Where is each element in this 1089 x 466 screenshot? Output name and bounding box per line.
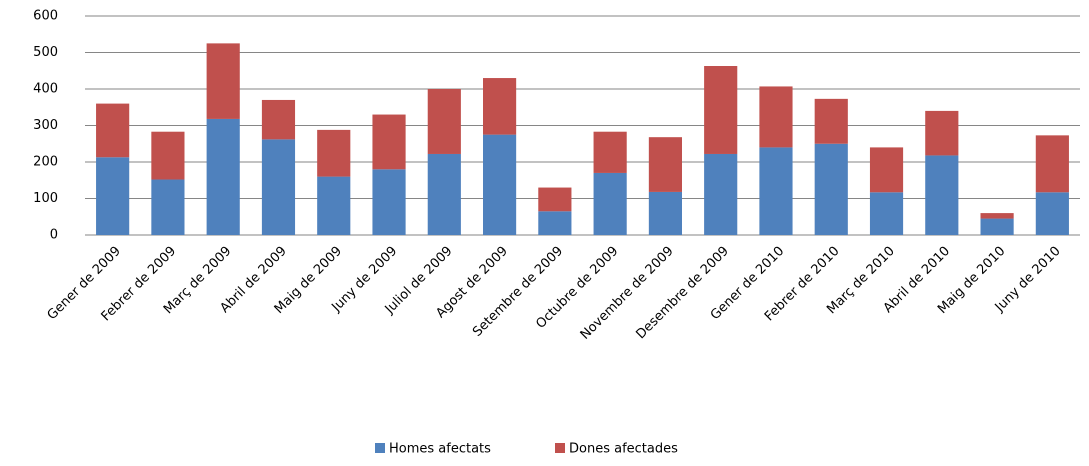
x-tick-label: Novembre de 2009	[578, 244, 677, 343]
bar-segment	[1035, 192, 1069, 235]
bar-segment	[206, 43, 240, 119]
bar-segment	[261, 139, 296, 235]
bar-segment	[648, 137, 682, 192]
bar-segment	[593, 172, 627, 235]
bar-segment	[151, 131, 185, 180]
y-tick-label: 300	[33, 118, 58, 133]
bar-segment	[648, 191, 682, 235]
bar-segment	[372, 114, 406, 170]
bar-segment	[483, 78, 517, 135]
bar-segment	[704, 66, 738, 154]
bar-segment	[206, 118, 240, 235]
y-tick-label: 400	[33, 82, 58, 97]
y-tick-label: 200	[33, 155, 58, 170]
bar-segment	[1035, 135, 1069, 193]
bar-segment	[593, 131, 627, 173]
bar-segment	[925, 110, 959, 156]
x-tick-label: Desembre de 2009	[633, 244, 732, 343]
bar-segment	[96, 103, 130, 158]
bar-segment	[538, 187, 572, 212]
bar-segment	[317, 176, 351, 235]
bar-segment	[538, 211, 572, 235]
legend-label: Homes afectats	[389, 442, 491, 457]
legend-label: Dones afectades	[569, 442, 678, 457]
x-tick-label: Setembre de 2009	[470, 244, 566, 340]
bar-segment	[759, 86, 793, 148]
bar-segment	[96, 157, 130, 235]
bar-segment	[869, 147, 904, 193]
bar-segment	[427, 153, 461, 235]
bar-segment	[317, 129, 351, 177]
bar-segment	[427, 89, 461, 154]
bar-segment	[814, 98, 848, 144]
bar-segment	[261, 99, 296, 140]
bar-segment	[814, 143, 848, 235]
legend-swatch	[555, 443, 565, 453]
bar-segment	[372, 169, 406, 235]
y-tick-label: 100	[33, 191, 58, 206]
bar-segment	[151, 179, 185, 235]
y-tick-label: 500	[33, 45, 58, 60]
bar-segment	[869, 192, 904, 235]
bar-segment	[483, 134, 517, 235]
legend-swatch	[375, 443, 385, 453]
bar-segment	[759, 147, 793, 235]
y-tick-label: 600	[33, 9, 58, 24]
bar-segment	[925, 155, 959, 235]
bar-segment	[980, 218, 1014, 235]
y-tick-label: 0	[50, 228, 58, 243]
bar-segment	[980, 213, 1014, 219]
bar-segment	[704, 153, 738, 235]
